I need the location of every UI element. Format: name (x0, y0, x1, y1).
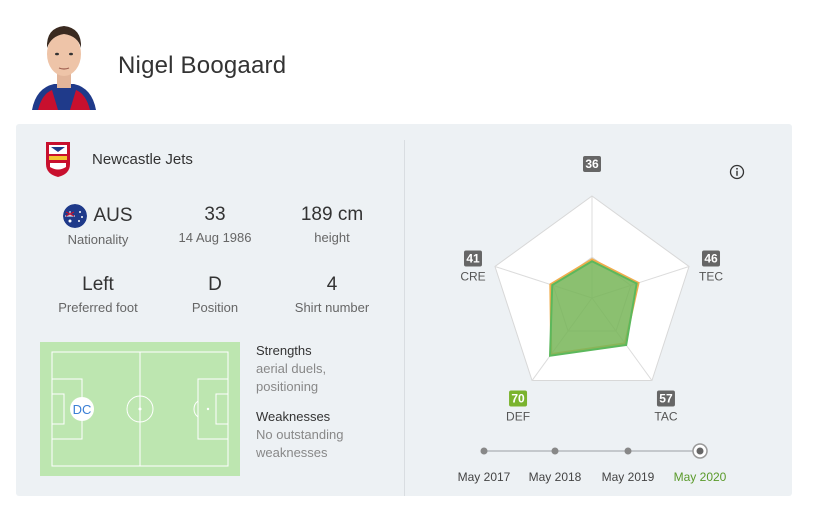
height-value: 189 cm (300, 204, 364, 225)
position-marker-label: DC (73, 402, 92, 417)
radar-axis-label: TAC (654, 410, 677, 424)
strengths-line: aerial duels, (256, 361, 327, 376)
preferred-foot-label: Preferred foot (58, 300, 138, 315)
stat-height: 189 cm height (272, 204, 392, 245)
timeline-label[interactable]: May 2017 (457, 470, 511, 484)
team-name: Newcastle Jets (92, 151, 193, 168)
timeline-label-active[interactable]: May 2020 (673, 470, 727, 484)
stat-nationality: AUS Nationality (38, 204, 158, 247)
position-label: Position (191, 300, 239, 315)
australia-flag-icon (63, 204, 88, 228)
season-timeline: May 2017 May 2018 May 2019 May 2020 (450, 440, 740, 490)
strengths-line: positioning (256, 379, 319, 394)
position-pitch: DC (40, 342, 240, 476)
radar-axis-label: TEC (699, 269, 723, 283)
player-portrait-icon (32, 26, 96, 110)
radar-value-badge (583, 156, 601, 172)
timeline-track (480, 443, 708, 459)
stat-preferred-foot: Left Preferred foot (38, 274, 158, 315)
nationality-label: Nationality (67, 232, 129, 247)
age-value: 33 (204, 204, 226, 225)
attribute-radar-chart: ATT 36 46 TEC 57 TAC 70 DEF 41 CRE (460, 150, 723, 424)
stat-shirt-number: 4 Shirt number (272, 274, 392, 315)
strengths-title: Strengths (256, 343, 312, 358)
weaknesses-title: Weaknesses (256, 409, 331, 424)
radar-value-badge (702, 250, 721, 267)
radar-value-text: 41 (466, 251, 480, 265)
position-value: D (208, 274, 222, 295)
player-header: Nigel Boogaard (0, 0, 814, 122)
timeline-label[interactable]: May 2018 (528, 470, 582, 484)
radar-value-text: 70 (511, 392, 525, 406)
stat-position: D Position (155, 274, 275, 315)
nationality-value: AUS (93, 205, 133, 226)
timeline-label[interactable]: May 2019 (601, 470, 655, 484)
radar-value-text: 57 (659, 392, 673, 406)
height-label: height (314, 230, 350, 245)
club-crest-icon (46, 142, 70, 177)
preferred-foot-value: Left (82, 274, 114, 295)
stat-age: 33 14 Aug 1986 (155, 204, 275, 245)
radar-value-badge (509, 390, 528, 407)
info-icon[interactable] (729, 164, 745, 180)
radar-axis-label: ATT (581, 150, 603, 153)
radar-axis-label: CRE (460, 269, 485, 283)
weaknesses-line: weaknesses (256, 445, 328, 460)
radar-value-text: 36 (585, 157, 599, 171)
radar-series-current (548, 260, 638, 357)
card-divider (404, 140, 405, 496)
position-marker (70, 397, 94, 421)
weaknesses-line: No outstanding (256, 427, 344, 442)
radar-value-badge (656, 390, 675, 407)
shirt-number-value: 4 (326, 274, 338, 295)
strengths-weaknesses: Strengths aerial duels, positioning Weak… (256, 342, 396, 462)
timeline-point[interactable] (480, 447, 488, 455)
timeline-point[interactable] (551, 447, 559, 455)
radar-value-text: 46 (704, 251, 718, 265)
birth-date-label: 14 Aug 1986 (178, 230, 252, 245)
timeline-point[interactable] (624, 447, 632, 455)
player-name: Nigel Boogaard (118, 52, 287, 79)
shirt-number-label: Shirt number (294, 300, 370, 315)
radar-value-badge (463, 250, 482, 267)
radar-axis-label: DEF (506, 410, 530, 424)
